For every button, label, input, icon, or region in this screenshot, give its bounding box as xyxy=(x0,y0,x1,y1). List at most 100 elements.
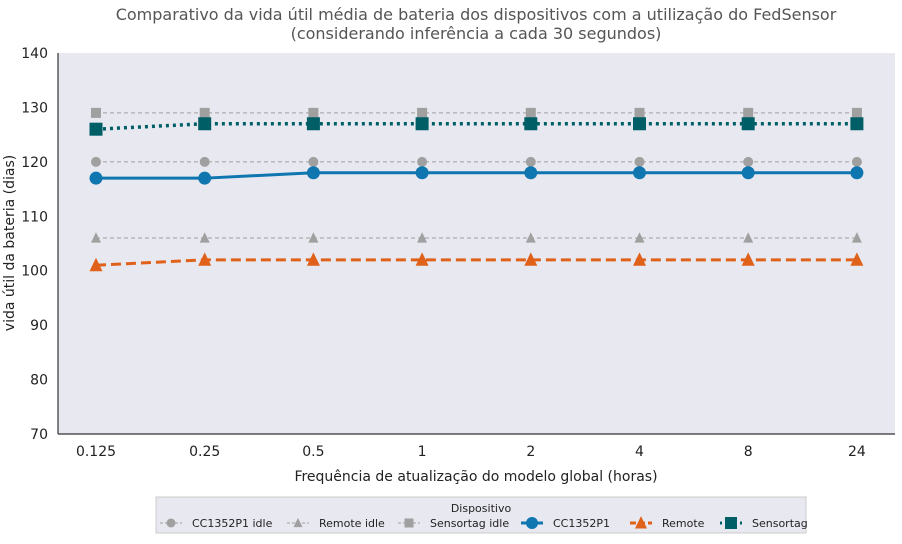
legend-label: Remote idle xyxy=(319,517,385,530)
y-tick-label: 130 xyxy=(21,100,48,116)
series-remote-idle xyxy=(91,232,862,243)
legend-title: Dispositivo xyxy=(451,502,512,515)
legend-item: CC1352P1 idle xyxy=(160,517,273,530)
series-sensortag-idle xyxy=(91,107,862,118)
data-point xyxy=(851,232,862,243)
data-point xyxy=(199,107,210,118)
data-point xyxy=(743,232,754,243)
y-tick-label: 70 xyxy=(30,427,48,443)
legend-item: Remote idle xyxy=(287,517,385,530)
legend-item: Remote xyxy=(630,516,705,530)
data-point xyxy=(198,252,212,266)
data-point xyxy=(415,117,429,131)
data-point xyxy=(524,117,538,131)
data-point xyxy=(89,171,103,185)
y-tick-label: 90 xyxy=(30,318,48,334)
data-point xyxy=(850,252,864,266)
data-point xyxy=(743,107,754,118)
legend-label: Sensortag idle xyxy=(430,517,509,530)
x-tick-label: 24 xyxy=(848,444,866,460)
data-point xyxy=(851,107,862,118)
legend-item: Sensortag xyxy=(720,517,808,530)
legend-marker xyxy=(166,518,176,528)
data-point xyxy=(741,166,755,180)
data-point xyxy=(415,166,429,180)
data-point xyxy=(851,156,862,167)
series-cc1352p1 xyxy=(89,166,864,185)
data-point xyxy=(308,156,319,167)
data-point xyxy=(634,232,645,243)
data-point xyxy=(633,252,646,266)
data-point xyxy=(308,232,319,243)
data-point xyxy=(306,166,320,180)
chart-subtitle: (considerando inferência a cada 30 segun… xyxy=(291,24,662,43)
data-point xyxy=(89,257,103,272)
series-line xyxy=(95,258,857,267)
data-point xyxy=(308,107,319,118)
legend-label: CC1352P1 xyxy=(553,517,610,530)
data-point xyxy=(525,107,536,118)
data-point xyxy=(525,232,536,243)
x-tick-label: 2 xyxy=(526,444,535,460)
legend-item: Sensortag idle xyxy=(398,517,509,530)
x-tick-label: 8 xyxy=(744,444,753,460)
legend: Dispositivo CC1352P1 idle Remote idle Sens… xyxy=(155,496,808,534)
data-point xyxy=(91,107,101,118)
y-tick-label: 140 xyxy=(21,46,48,62)
data-point xyxy=(850,166,864,180)
y-tick-label: 100 xyxy=(21,264,48,280)
series-remote xyxy=(89,252,864,272)
data-point xyxy=(743,156,754,167)
data-point xyxy=(525,156,536,167)
data-point xyxy=(741,252,755,266)
data-point xyxy=(633,117,646,131)
x-tick-labels: 0.125 0.25 0.5 1 2 4 8 24 xyxy=(76,444,866,460)
legend-marker xyxy=(725,517,737,529)
data-point xyxy=(850,117,864,131)
legend-items: CC1352P1 idle Remote idle Sensortag idle CC… xyxy=(160,516,808,530)
plot-area xyxy=(58,53,895,434)
x-axis-label: Frequência de atualização do modelo glob… xyxy=(294,469,657,485)
data-point xyxy=(524,252,538,266)
data-point xyxy=(306,252,320,266)
x-tick-label: 4 xyxy=(635,444,644,460)
series-layer xyxy=(89,107,864,272)
data-point xyxy=(417,156,428,167)
x-tick-label: 0.125 xyxy=(76,444,116,460)
data-point xyxy=(741,117,755,131)
y-axis-label: vida útil da bateria (dias) xyxy=(2,155,18,331)
chart-title: Comparativo da vida útil média de bateri… xyxy=(116,5,837,24)
x-tick-label: 1 xyxy=(418,444,427,460)
x-tick-label: 0.5 xyxy=(302,444,324,460)
data-point xyxy=(91,156,101,167)
legend-box xyxy=(155,496,807,534)
data-point xyxy=(91,232,101,243)
legend-label: Sensortag xyxy=(752,517,808,530)
data-point xyxy=(417,232,428,243)
data-point xyxy=(633,166,646,180)
data-point xyxy=(417,107,428,118)
legend-marker xyxy=(404,518,414,528)
data-point xyxy=(415,252,429,266)
legend-label: CC1352P1 idle xyxy=(192,517,273,530)
data-point xyxy=(198,117,212,131)
y-tick-labels: 70 80 90 100 110 120 130 140 xyxy=(21,46,48,443)
legend-marker xyxy=(635,516,647,529)
data-point xyxy=(199,156,210,167)
series-cc1352p1-idle xyxy=(91,156,862,167)
legend-label: Remote xyxy=(662,517,705,530)
series-sensortag xyxy=(89,117,864,136)
y-tick-label: 120 xyxy=(21,155,48,171)
legend-item: CC1352P1 xyxy=(521,517,610,530)
data-point xyxy=(199,232,210,243)
series-line xyxy=(95,122,857,131)
data-point xyxy=(634,156,645,167)
data-point xyxy=(198,171,212,185)
legend-marker xyxy=(293,517,303,528)
y-tick-label: 80 xyxy=(30,373,48,389)
legend-marker xyxy=(526,517,538,529)
x-tick-label: 0.25 xyxy=(189,444,220,460)
data-point xyxy=(89,122,103,136)
